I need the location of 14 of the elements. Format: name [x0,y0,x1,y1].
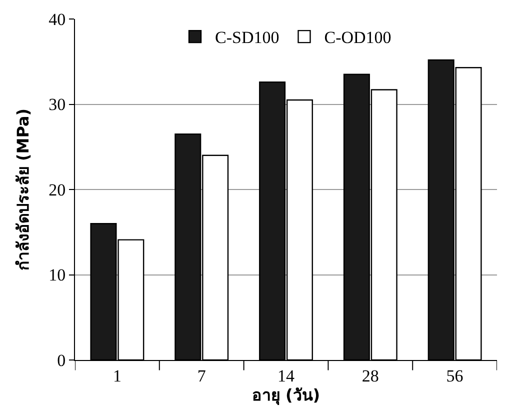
y-tick-label: 30 [48,95,66,114]
y-axis-title: กำลังอัดประลัย (MPa) [14,108,32,271]
y-tick-label: 0 [57,350,66,370]
y-tick-label: 10 [48,266,66,285]
x-axis-title: อายุ (วัน) [252,385,320,406]
x-tick-label: 56 [446,366,464,386]
legend-label: C-SD100 [215,28,280,48]
x-tick-label: 14 [278,366,295,386]
x-tick-label: 1 [112,366,122,386]
x-tick-label: 7 [197,366,206,386]
x-tick-label: 28 [362,366,379,386]
y-tick-label: 20 [48,180,66,200]
legend-label: C-OD100 [324,28,392,48]
y-tick-label: 40 [48,10,66,29]
